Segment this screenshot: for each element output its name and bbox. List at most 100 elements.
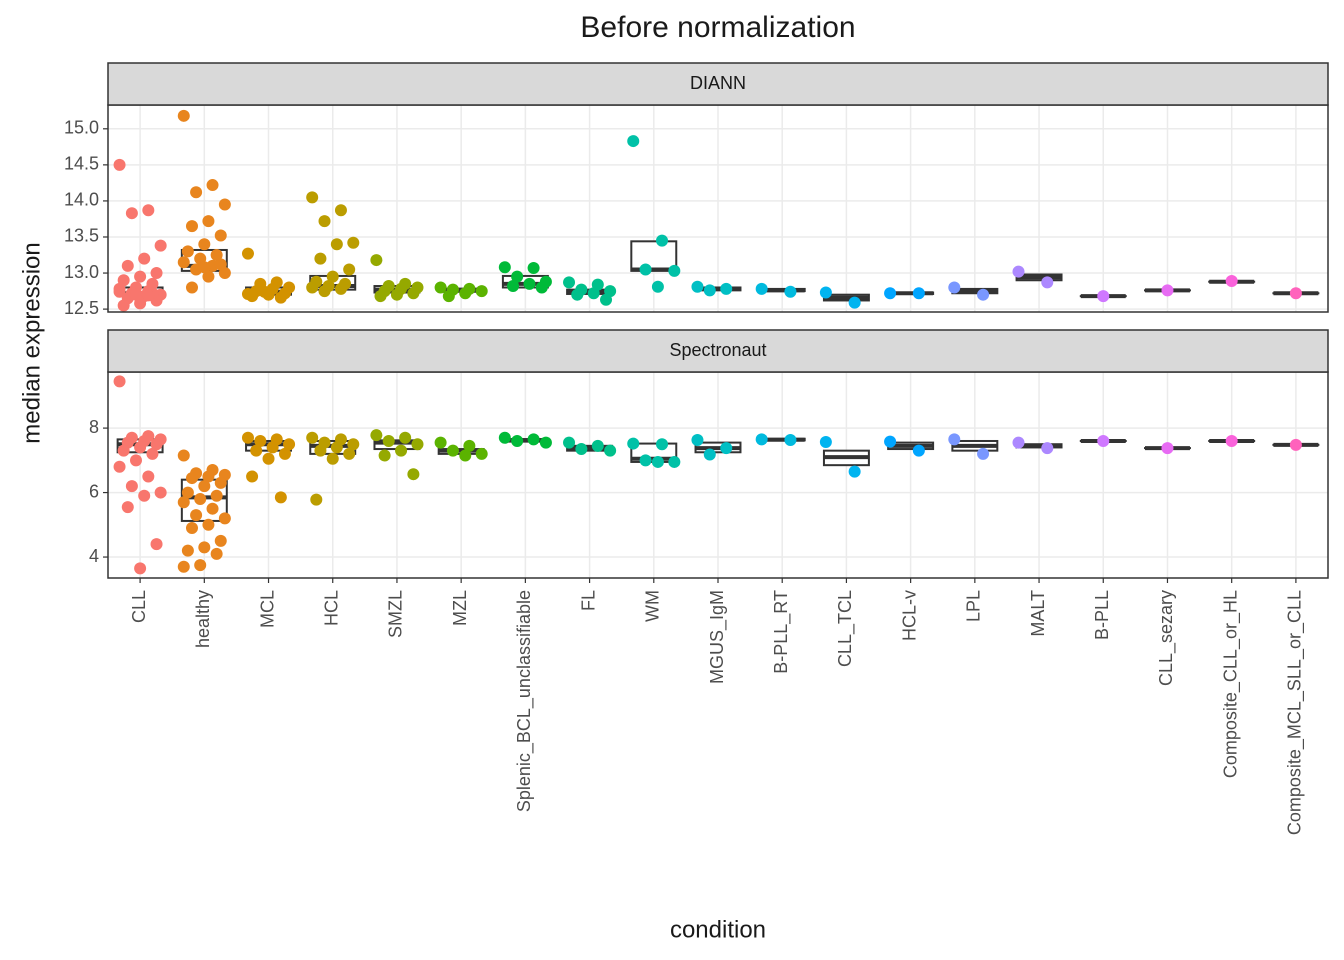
strip xyxy=(107,329,1329,373)
point xyxy=(334,282,347,295)
point xyxy=(651,280,664,293)
point xyxy=(587,287,600,300)
point xyxy=(977,288,990,301)
point xyxy=(202,470,215,483)
point xyxy=(185,472,198,485)
point xyxy=(198,238,211,251)
x-tick-label: CLL_sezary xyxy=(1156,590,1177,686)
point xyxy=(884,435,897,448)
point xyxy=(218,512,231,525)
point xyxy=(150,538,163,551)
point xyxy=(214,258,227,271)
point xyxy=(214,534,227,547)
point xyxy=(1225,434,1238,447)
point xyxy=(343,447,356,460)
point xyxy=(399,431,412,444)
point xyxy=(523,277,536,290)
point xyxy=(306,431,319,444)
point xyxy=(535,281,548,294)
point xyxy=(326,270,339,283)
point xyxy=(266,441,279,454)
point xyxy=(507,280,520,293)
point xyxy=(218,198,231,211)
point xyxy=(206,502,219,515)
point xyxy=(194,559,207,572)
point xyxy=(202,215,215,228)
point xyxy=(318,215,331,228)
point xyxy=(274,291,287,304)
point xyxy=(241,247,254,260)
point xyxy=(656,438,669,451)
point xyxy=(113,285,126,298)
point xyxy=(434,281,447,294)
point xyxy=(668,264,681,277)
y-tick-label: 15.0 xyxy=(64,118,99,138)
point xyxy=(627,135,640,148)
point xyxy=(370,254,383,267)
point xyxy=(198,480,211,493)
point xyxy=(848,296,861,309)
point xyxy=(194,493,207,506)
point xyxy=(202,518,215,531)
x-tick-label: MZL xyxy=(450,590,470,626)
point xyxy=(1097,434,1110,447)
point xyxy=(129,288,142,301)
point xyxy=(1041,442,1054,455)
strip-label: DIANN xyxy=(690,73,746,93)
point xyxy=(250,444,263,457)
point xyxy=(117,444,130,457)
point xyxy=(117,299,130,312)
y-tick-label: 8 xyxy=(89,417,99,437)
point xyxy=(977,447,990,460)
point xyxy=(181,486,194,499)
point xyxy=(639,263,652,276)
point xyxy=(150,438,163,451)
point xyxy=(1289,287,1302,300)
point xyxy=(912,444,925,457)
point xyxy=(1041,276,1054,289)
point xyxy=(575,443,588,456)
point xyxy=(246,470,259,483)
x-tick-label: MALT xyxy=(1028,590,1048,637)
y-tick-label: 14.5 xyxy=(64,154,99,174)
point xyxy=(241,287,254,300)
x-tick-label: B-PLL_RT xyxy=(771,590,792,674)
point xyxy=(154,239,167,252)
y-tick-label: 13.5 xyxy=(64,226,99,246)
x-tick-label: Splenic_BCL_unclassifiable xyxy=(514,590,535,812)
point xyxy=(150,267,163,280)
point xyxy=(210,547,223,560)
point xyxy=(784,434,797,447)
point xyxy=(206,179,219,192)
point xyxy=(703,448,716,461)
y-tick-label: 6 xyxy=(89,481,99,501)
point xyxy=(395,444,408,457)
point xyxy=(177,560,190,573)
y-tick-label: 14.0 xyxy=(64,190,99,210)
point xyxy=(411,438,424,451)
point xyxy=(819,435,832,448)
point xyxy=(1161,284,1174,297)
point xyxy=(258,285,271,298)
chart-title: Before normalization xyxy=(580,11,855,44)
point xyxy=(563,436,576,449)
point xyxy=(138,489,151,502)
point xyxy=(370,429,383,442)
x-tick-label: CLL_TCL xyxy=(835,590,856,667)
point xyxy=(1289,438,1302,451)
y-tick-label: 4 xyxy=(89,546,99,566)
point xyxy=(210,489,223,502)
point xyxy=(202,270,215,283)
point xyxy=(134,441,147,454)
point xyxy=(113,375,126,388)
point xyxy=(784,285,797,298)
point xyxy=(498,261,511,274)
point xyxy=(190,186,203,199)
point xyxy=(511,434,524,447)
point xyxy=(1225,274,1238,287)
point xyxy=(177,256,190,269)
point xyxy=(459,449,472,462)
point xyxy=(121,501,134,514)
point xyxy=(185,220,198,233)
point xyxy=(134,562,147,575)
